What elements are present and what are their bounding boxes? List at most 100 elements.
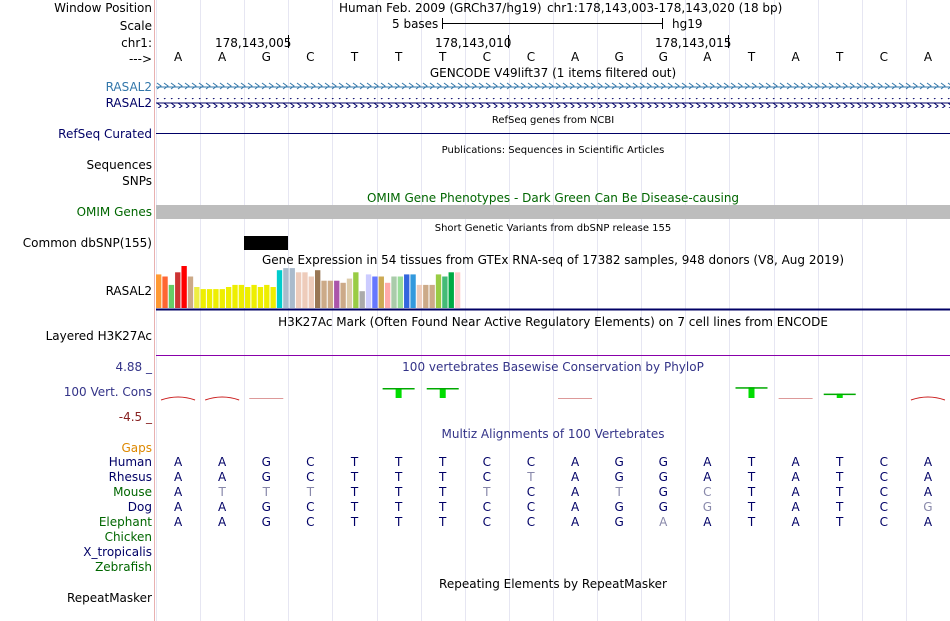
omim-track-label[interactable]: OMIM Genes	[76, 205, 152, 219]
repeatmasker-track-label[interactable]: RepeatMasker	[66, 591, 152, 605]
gtex-tissue-bar[interactable]	[225, 287, 232, 308]
multiz-base: C	[306, 515, 315, 529]
gtex-tissue-bar[interactable]	[276, 270, 283, 308]
gtex-tissue-bar[interactable]	[315, 270, 321, 308]
gtex-expression-chart[interactable]	[156, 266, 950, 311]
phylop-track-label[interactable]: 100 Vert. Cons	[63, 385, 152, 399]
gtex-tissue-bar[interactable]	[448, 272, 454, 308]
dbsnp-variant[interactable]	[244, 236, 288, 250]
gtex-tissue-bar[interactable]	[321, 280, 327, 308]
multiz-base: A	[659, 515, 668, 529]
multiz-base: A	[570, 500, 580, 514]
gtex-tissue-bar[interactable]	[283, 268, 289, 308]
multiz-base: G	[658, 455, 668, 469]
gencode-transcripts[interactable]	[156, 81, 950, 109]
multiz-gaps-label[interactable]: Gaps	[121, 441, 152, 455]
gtex-tissue-bar[interactable]	[346, 278, 353, 308]
gtex-tissue-bar[interactable]	[156, 274, 162, 308]
phylop-score-bar[interactable]	[439, 388, 446, 398]
gtex-tissue-bar[interactable]	[302, 272, 308, 308]
phylop-score-negative[interactable]	[910, 396, 946, 401]
gencode-item-label[interactable]: RASAL2	[105, 80, 152, 94]
publications-snps-label[interactable]: SNPs	[122, 174, 152, 188]
multiz-base: T	[439, 515, 447, 529]
strand-label: --->	[128, 52, 152, 66]
multiz-base: T	[439, 500, 447, 514]
gtex-tissue-bar[interactable]	[232, 284, 238, 308]
multiz-base: G	[614, 500, 624, 514]
gtex-tissue-bar[interactable]	[442, 276, 448, 309]
gtex-tissue-bar[interactable]	[410, 274, 416, 308]
gtex-tissue-bar[interactable]	[435, 274, 442, 308]
gtex-tissue-bar[interactable]	[391, 276, 397, 309]
gtex-tissue-bar[interactable]	[194, 287, 200, 308]
gtex-tissue-bar[interactable]	[175, 272, 181, 308]
gtex-tissue-bar[interactable]	[257, 287, 264, 308]
gtex-tissue-bar[interactable]	[308, 276, 314, 309]
gtex-tissue-bar[interactable]	[187, 276, 194, 309]
position-range[interactable]: chr1:178,143,003-178,143,020 (18 bp)	[547, 1, 783, 15]
phylop-score-negative[interactable]	[160, 396, 196, 401]
multiz-base: G	[261, 515, 271, 529]
gtex-tissue-bar[interactable]	[397, 276, 404, 309]
multiz-base: G	[702, 500, 713, 514]
omim-feature-bar[interactable]	[156, 205, 950, 219]
multiz-species-label[interactable]: X_tropicalis	[83, 545, 152, 559]
dbsnp-track-label[interactable]: Common dbSNP(155)	[22, 236, 152, 250]
multiz-species-label[interactable]: Zebrafish	[95, 560, 152, 574]
multiz-species-label[interactable]: Human	[108, 455, 152, 469]
gtex-tissue-bar[interactable]	[365, 274, 372, 308]
gtex-tissue-bar[interactable]	[181, 266, 187, 308]
gtex-tissue-bar[interactable]	[340, 282, 346, 308]
gtex-tissue-bar[interactable]	[404, 274, 410, 308]
gtex-tissue-bar[interactable]	[334, 280, 340, 308]
gtex-tissue-bar[interactable]	[384, 282, 391, 308]
h3k27ac-track-label[interactable]: Layered H3K27Ac	[45, 329, 152, 343]
gtex-tissue-bar[interactable]	[251, 284, 257, 308]
phylop-score-negative[interactable]	[205, 396, 240, 401]
multiz-species-label[interactable]: Rhesus	[108, 470, 152, 484]
gtex-tissue-bar[interactable]	[289, 268, 295, 308]
gtex-tissue-bar[interactable]	[200, 289, 206, 308]
gencode-item-label[interactable]: RASAL2	[105, 96, 152, 110]
multiz-species-label[interactable]: Chicken	[104, 530, 152, 544]
gtex-tissue-bar[interactable]	[359, 291, 365, 308]
gtex-tissue-bar[interactable]	[264, 284, 270, 308]
refseq-transcript-line[interactable]	[156, 133, 950, 134]
gtex-tissue-bar[interactable]	[219, 289, 225, 308]
gtex-tissue-bar[interactable]	[213, 289, 219, 308]
publications-sequences-label[interactable]: Sequences	[86, 158, 152, 172]
gtex-tissue-bar[interactable]	[416, 284, 423, 308]
gtex-tissue-bar[interactable]	[454, 272, 461, 308]
phylop-score-bar[interactable]	[395, 388, 402, 398]
gtex-tissue-bar[interactable]	[162, 276, 168, 309]
repeatmasker-track-title: Repeating Elements by RepeatMasker	[439, 577, 667, 591]
gtex-tissue-bar[interactable]	[206, 289, 213, 308]
gtex-tissue-bar[interactable]	[245, 287, 251, 308]
gtex-tissue-bar[interactable]	[372, 276, 378, 309]
gtex-tissue-bar[interactable]	[378, 276, 384, 309]
phylop-score-bar[interactable]	[836, 393, 843, 398]
multiz-species-label[interactable]: Elephant	[98, 515, 152, 529]
multiz-base: A	[218, 470, 227, 484]
gtex-tissue-bar[interactable]	[270, 287, 276, 308]
gtex-tissue-bar[interactable]	[168, 284, 175, 308]
multiz-base: T	[394, 485, 403, 499]
gtex-tissue-bar[interactable]	[353, 272, 359, 308]
multiz-species-label[interactable]: Mouse	[113, 485, 152, 499]
gtex-tissue-bar[interactable]	[295, 272, 302, 308]
multiz-base: A	[703, 515, 712, 529]
gtex-track-label[interactable]: RASAL2	[105, 284, 152, 298]
phylop-chart[interactable]	[156, 372, 950, 424]
multiz-base: T	[747, 515, 756, 529]
gtex-tissue-bar[interactable]	[238, 284, 245, 308]
phylop-score-bar[interactable]	[748, 387, 755, 398]
multiz-species-label[interactable]: Dog	[127, 500, 152, 514]
gtex-tissue-bar[interactable]	[429, 284, 435, 308]
gtex-tissue-bar[interactable]	[423, 284, 429, 308]
gtex-track-title: Gene Expression in 54 tissues from GTEx …	[261, 253, 845, 267]
multiz-base: T	[836, 500, 844, 514]
multiz-base: A	[791, 515, 800, 529]
gtex-tissue-bar[interactable]	[327, 280, 334, 308]
refseq-track-label[interactable]: RefSeq Curated	[58, 127, 152, 141]
